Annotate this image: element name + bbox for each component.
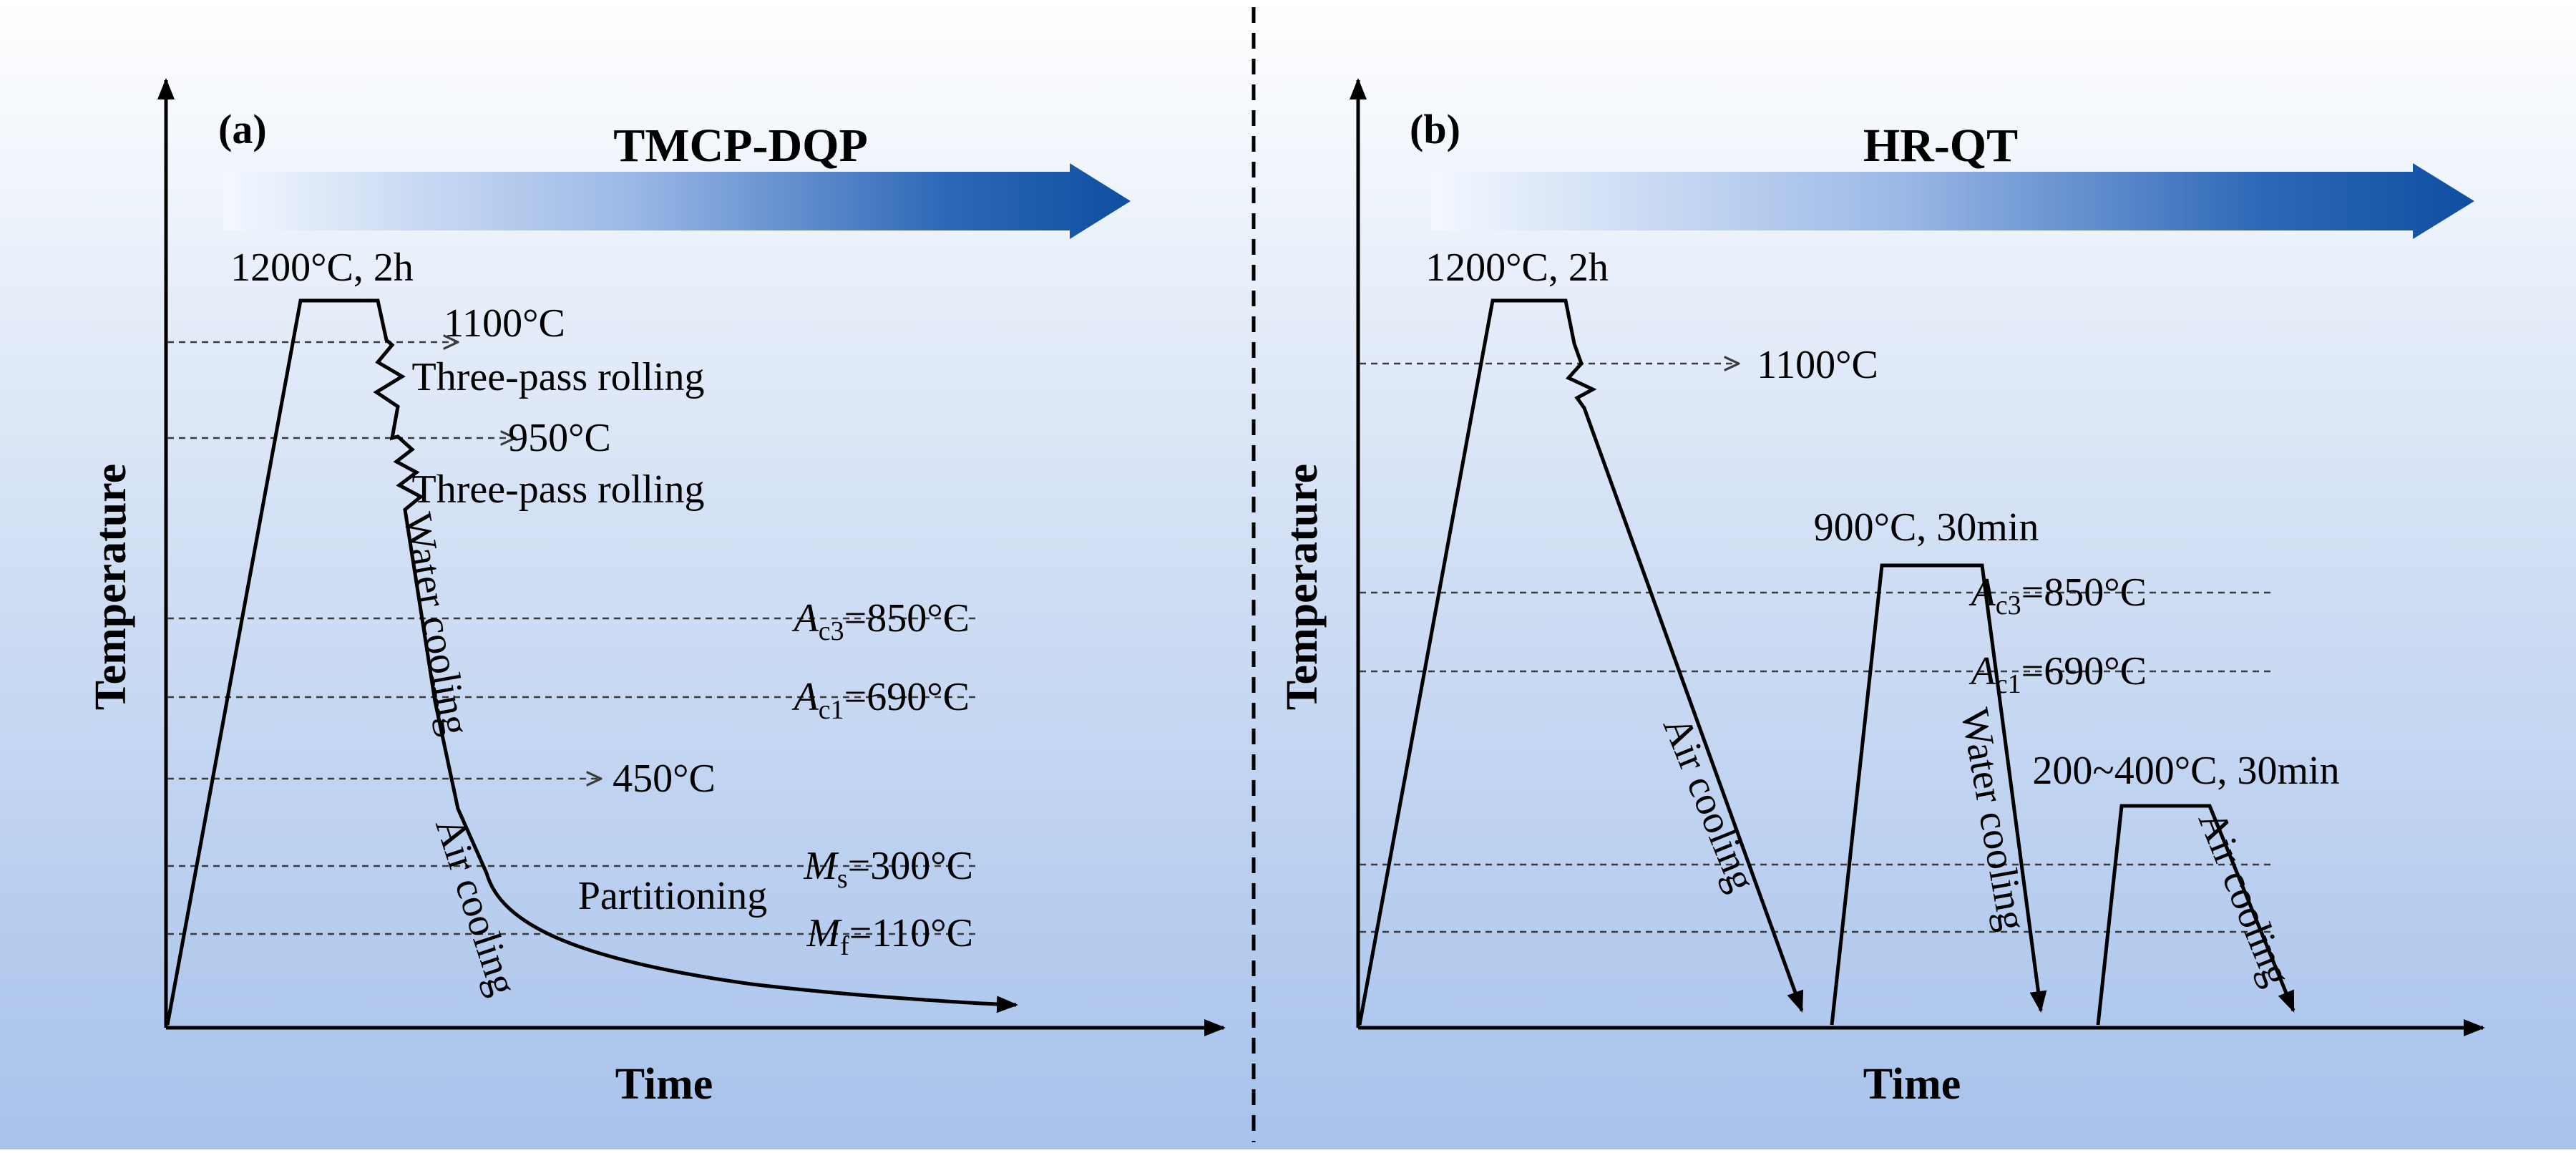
mf-label-a: Mf=110°C xyxy=(806,911,973,961)
ac3-label-b: Ac3=850°C xyxy=(1968,570,2147,621)
temp-450-label-a: 450°C xyxy=(613,756,716,801)
temper-curve-b xyxy=(2096,804,2296,1026)
y-axis-title-b: Temperature xyxy=(1278,464,1327,710)
temp-950-label-a: 950°C xyxy=(508,416,611,460)
temp-1100-label-a: 1100°C xyxy=(444,301,565,346)
ac3-label-a: Ac3=850°C xyxy=(791,596,970,646)
quench-curve-b xyxy=(1830,563,2047,1026)
temper-label-b: 200~400°C, 30min xyxy=(2032,749,2339,793)
partitioning-label-a: Partitioning xyxy=(578,874,767,918)
panel-label-a: (a) xyxy=(218,106,267,152)
x-axis-title-b: Time xyxy=(1863,1060,1961,1109)
ac1-label-b: Ac1=690°C xyxy=(1968,649,2147,699)
hold-label-a: 1200°C, 2h xyxy=(230,245,414,290)
hold-label-b: 1200°C, 2h xyxy=(1425,245,1609,290)
x-axis-title-a: Time xyxy=(615,1060,713,1109)
temp-1100-label-b: 1100°C xyxy=(1757,343,1878,387)
austenitize-label-b: 900°C, 30min xyxy=(1814,505,2039,550)
rolling-label-2-a: Three-pass rolling xyxy=(412,467,705,512)
process-arrow-a xyxy=(223,163,1131,239)
y-axis-title-a: Temperature xyxy=(87,464,135,710)
process-arrow-b xyxy=(1431,163,2474,239)
panel-b: Temperature Time (b) HR-QT 1200°C, 2h 11… xyxy=(1278,78,2485,1109)
process-title-a: TMCP-DQP xyxy=(613,120,868,172)
ac1-label-a: Ac1=690°C xyxy=(791,675,970,725)
ms-label-a: Ms=300°C xyxy=(803,844,973,894)
process-curve-a xyxy=(165,298,1018,1026)
panel-label-b: (b) xyxy=(1410,106,1460,152)
rolling-label-1-a: Three-pass rolling xyxy=(412,355,705,399)
process-title-b: HR-QT xyxy=(1863,120,2018,172)
hot-rolling-curve-b xyxy=(1357,298,1804,1026)
